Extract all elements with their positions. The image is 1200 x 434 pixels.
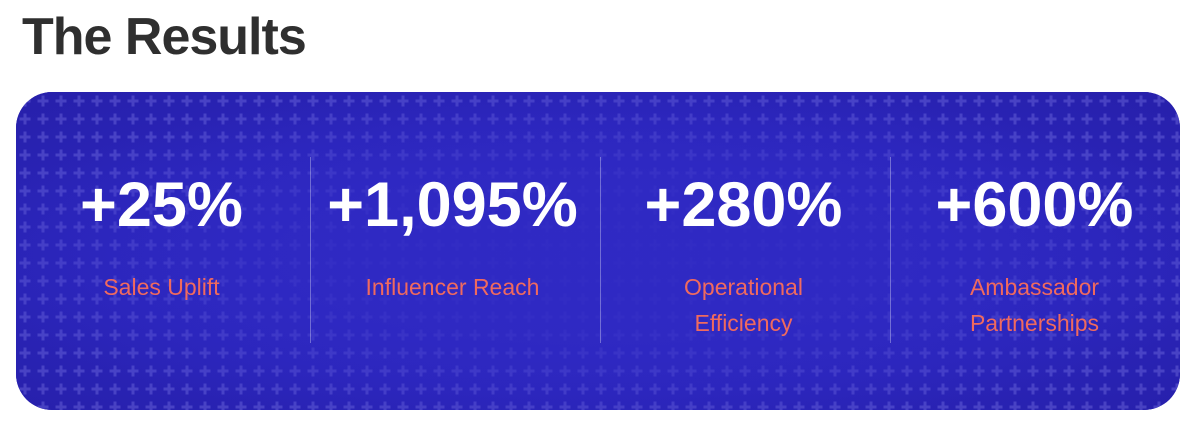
- page-title: The Results: [22, 8, 307, 66]
- plus-pattern-background: [16, 92, 1180, 410]
- column-divider-1: [310, 157, 311, 343]
- stat-value: +1,095%: [327, 170, 578, 240]
- stat-label: Ambassador Partnerships: [969, 274, 1100, 336]
- stat-sales-uplift: +25% Sales Uplift: [16, 92, 307, 410]
- stats-row: +25% Sales Uplift +1,095% Influencer Rea…: [16, 92, 1180, 410]
- stat-influencer-reach: +1,095% Influencer Reach: [307, 92, 598, 410]
- stat-value: +280%: [644, 170, 843, 240]
- column-divider-2: [600, 157, 601, 343]
- stat-label: Sales Uplift: [103, 274, 220, 300]
- stat-value: +25%: [80, 170, 243, 240]
- stat-value: +600%: [935, 170, 1134, 240]
- results-panel: +25% Sales Uplift +1,095% Influencer Rea…: [16, 92, 1180, 410]
- stat-label: Operational Efficiency: [684, 274, 803, 336]
- stat-operational-efficiency: +280% Operational Efficiency: [598, 92, 889, 410]
- stat-label: Influencer Reach: [365, 274, 540, 300]
- column-divider-3: [890, 157, 891, 343]
- stat-ambassador-partnerships: +600% Ambassador Partnerships: [889, 92, 1180, 410]
